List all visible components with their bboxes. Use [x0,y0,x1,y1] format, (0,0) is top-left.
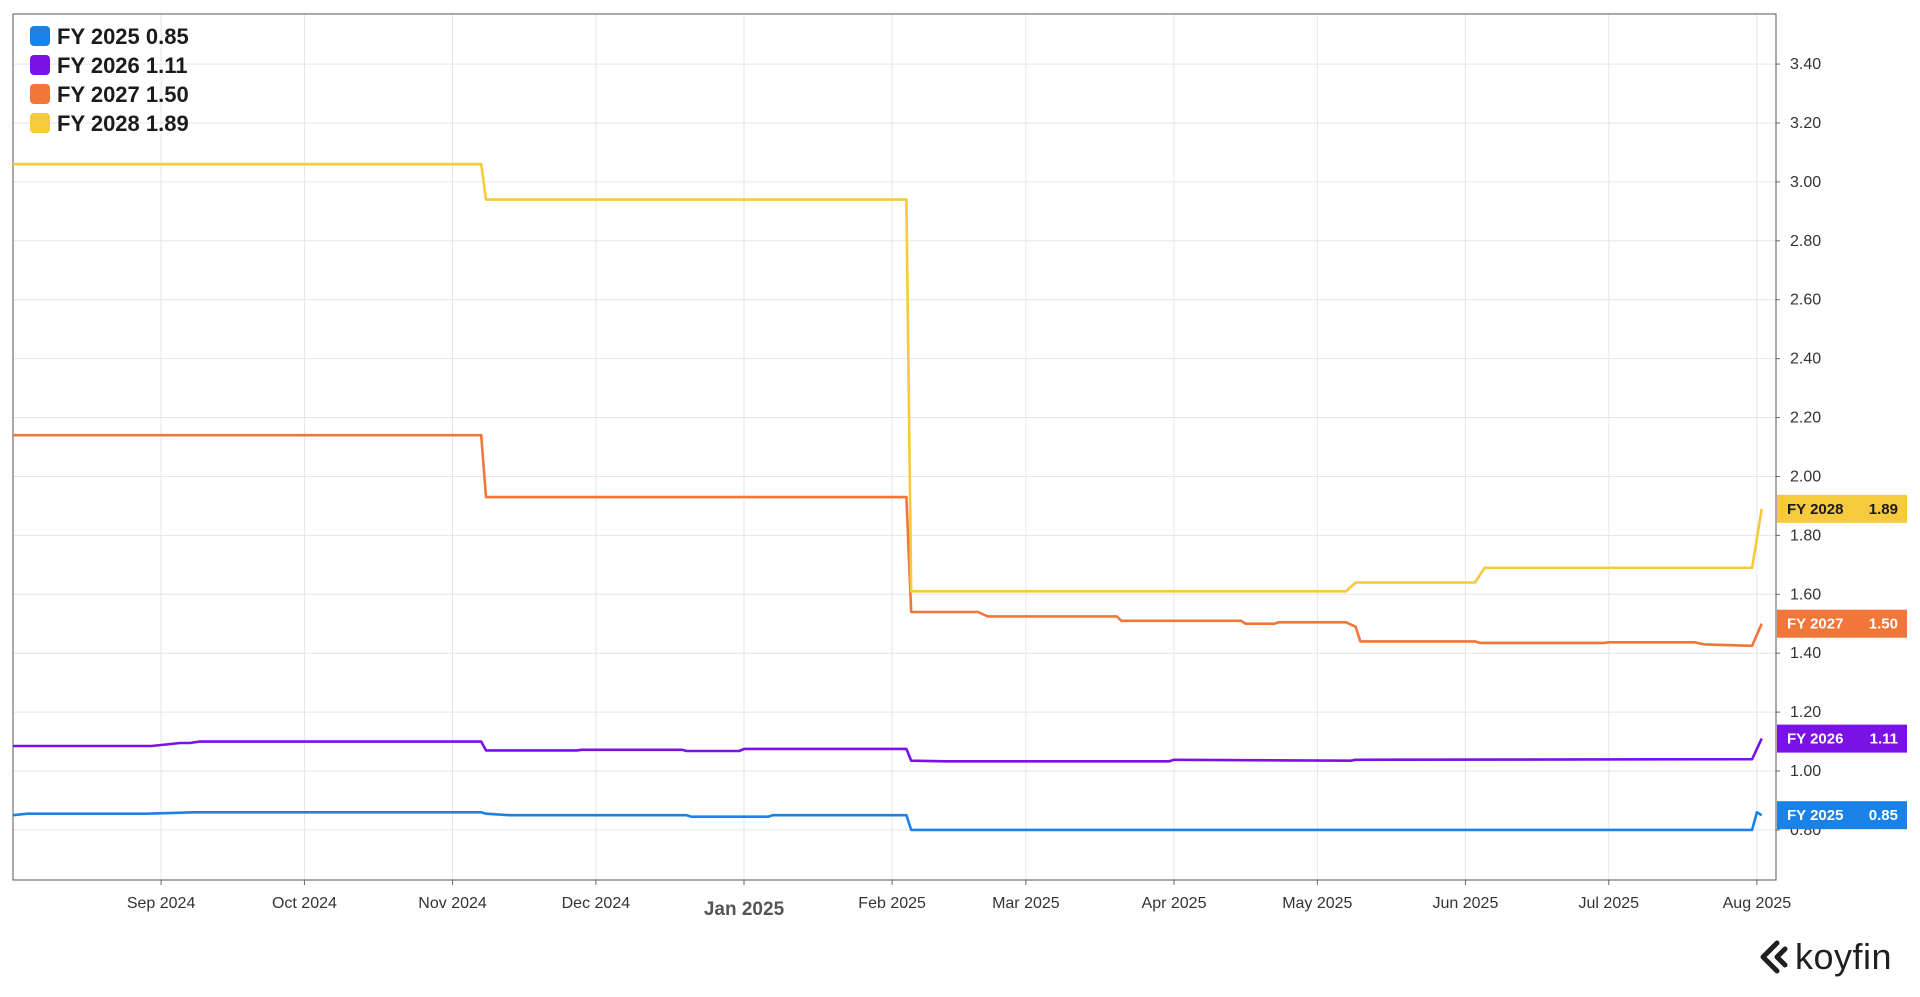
legend-item-fy-2028: FY 2028 1.89 [30,111,189,136]
y-tick-label: 2.40 [1790,351,1821,368]
end-label-fy-2026: FY 2026 1.11 [1777,724,1907,753]
x-tick-label: Mar 2025 [992,895,1060,912]
y-axis: 0.801.001.201.401.601.802.002.202.402.60… [1776,56,1821,839]
end-label-value: 1.11 [1870,731,1898,748]
series-line-fy-2028 [13,162,1763,593]
x-tick-label: Jan 2025 [704,899,785,920]
end-label-box [1777,609,1907,638]
legend-swatch [30,113,50,133]
x-tick-label: Jul 2025 [1579,895,1640,912]
koyfin-logo-icon [1760,940,1788,974]
legend-swatch [30,55,50,75]
end-label-value: 1.89 [1869,501,1898,518]
end-label-name: FY 2028 [1787,501,1843,518]
legend-label: FY 2027 1.50 [57,82,189,107]
legend-label: FY 2028 1.89 [57,111,189,136]
y-tick-label: 1.40 [1790,645,1821,662]
legend-label: FY 2026 1.11 [57,53,188,78]
legend-item-fy-2026: FY 2026 1.11 [30,53,188,78]
y-tick-label: 3.00 [1790,174,1821,191]
x-tick-label: Aug 2025 [1723,895,1792,912]
legend: FY 2025 0.85 FY 2026 1.11 FY 2027 1.50 FY 2… [30,24,189,136]
x-tick-label: Dec 2024 [562,895,631,912]
plot-frame [12,13,1777,881]
y-tick-label: 2.80 [1790,233,1821,250]
x-tick-label: Oct 2024 [272,895,337,912]
legend-item-fy-2027: FY 2027 1.50 [30,82,189,107]
end-label-box [1777,494,1907,523]
x-tick-label: Jun 2025 [1433,895,1499,912]
end-label-name: FY 2026 [1787,731,1843,748]
end-label-fy-2025: FY 2025 0.85 [1777,801,1907,830]
y-tick-label: 2.60 [1790,292,1821,309]
y-tick-label: 1.00 [1790,763,1821,780]
legend-swatch [30,84,50,104]
x-tick-label: May 2025 [1282,895,1352,912]
series-lines [12,162,1763,832]
end-label-fy-2028: FY 2028 1.89 [1777,494,1907,523]
end-labels: FY 2025 0.85 FY 2026 1.11 FY 2027 1.50 FY 2028… [1777,494,1907,830]
x-tick-label: Sep 2024 [127,895,196,912]
end-label-box [1777,724,1907,753]
x-tick-label: Feb 2025 [858,895,926,912]
end-label-name: FY 2027 [1787,616,1843,633]
series-line-fy-2027 [13,433,1763,648]
series-line-fy-2025 [12,811,1763,832]
y-tick-label: 3.40 [1790,56,1821,73]
end-label-name: FY 2025 [1787,807,1843,824]
legend-swatch [30,26,50,46]
legend-item-fy-2025: FY 2025 0.85 [30,24,189,49]
x-axis: Sep 2024 Oct 2024 Nov 2024 Dec 2024 Jan 2025… [127,880,1791,920]
end-label-fy-2027: FY 2027 1.50 [1777,609,1907,638]
y-tick-label: 2.00 [1790,468,1821,485]
logo-text: koyfin [1794,936,1892,977]
end-label-value: 1.50 [1869,616,1898,633]
y-tick-label: 1.20 [1790,704,1821,721]
y-tick-label: 3.20 [1790,115,1821,132]
y-tick-label: 2.20 [1790,410,1821,427]
series-line-fy-2026 [13,738,1763,763]
grid [13,14,1776,880]
end-label-value: 0.85 [1869,807,1898,824]
koyfin-logo: koyfin [1755,936,1892,978]
y-tick-label: 1.60 [1790,586,1821,603]
y-tick-label: 1.80 [1790,527,1821,544]
end-label-box [1777,801,1907,830]
legend-label: FY 2025 0.85 [57,24,189,49]
x-tick-label: Nov 2024 [418,895,487,912]
x-tick-label: Apr 2025 [1142,895,1207,912]
